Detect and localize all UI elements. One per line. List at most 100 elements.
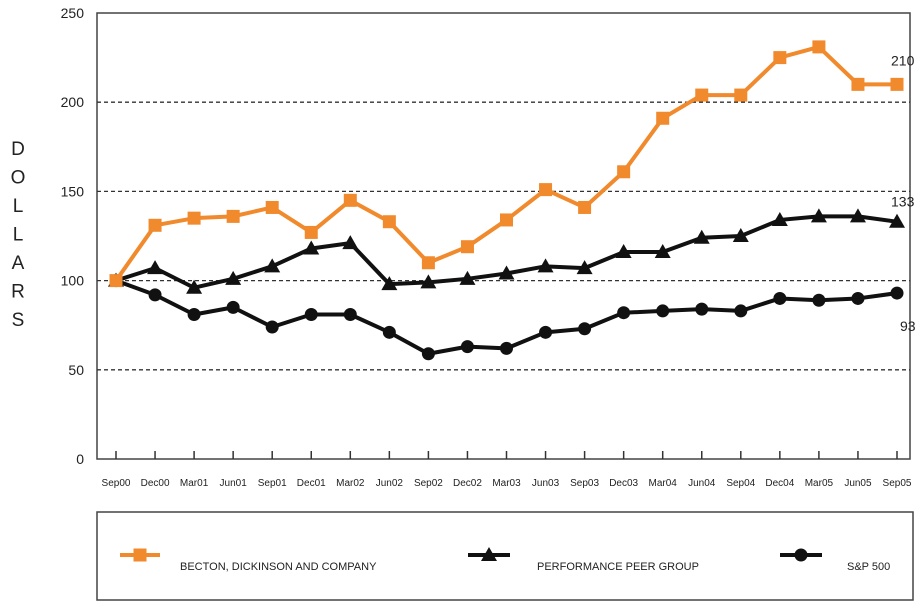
series-square (109, 40, 904, 288)
data-point-square (812, 40, 826, 54)
data-point-triangle (303, 240, 320, 255)
data-point-circle (890, 286, 904, 300)
x-tick-label: Sep02 (414, 478, 443, 489)
x-tick-label: Mar01 (180, 478, 209, 489)
data-point-circle (695, 302, 709, 316)
x-tick-label: Mar02 (336, 478, 365, 489)
data-point-triangle (810, 208, 827, 223)
plot-frame (96, 12, 911, 460)
x-tick-label: Sep00 (102, 478, 131, 489)
data-point-circle (421, 347, 435, 361)
data-point-square (304, 225, 318, 239)
data-point-circle (382, 325, 396, 339)
data-point-triangle (342, 235, 359, 250)
legend-label: PERFORMANCE PEER GROUP (537, 561, 699, 573)
data-point-square (773, 51, 787, 65)
series-circle (109, 274, 904, 361)
y-tick-label: 50 (68, 362, 84, 378)
data-point-square (148, 218, 162, 232)
data-point-square (539, 183, 553, 197)
data-point-square (265, 200, 279, 214)
data-point-circle (343, 307, 357, 321)
data-point-circle (187, 307, 201, 321)
data-point-circle (578, 322, 592, 336)
data-point-square (617, 165, 631, 179)
data-point-triangle (459, 270, 476, 285)
data-point-circle (812, 293, 826, 307)
x-tick-label: Sep04 (726, 478, 755, 489)
end-value-label: 133 (891, 194, 915, 210)
x-tick-label: Dec04 (765, 478, 794, 489)
x-tick-label: Jun03 (532, 478, 560, 489)
data-point-square (382, 215, 396, 229)
y-tick-label: 250 (61, 5, 85, 21)
data-point-circle (500, 341, 513, 355)
data-point-circle (226, 300, 240, 314)
series-line (114, 44, 897, 282)
y-tick-label: 200 (61, 94, 85, 110)
y-axis-label-letter: D (11, 139, 25, 160)
data-point-triangle (147, 260, 164, 275)
x-tick-label: Sep03 (570, 478, 599, 489)
end-value-label: 210 (891, 52, 915, 68)
data-point-triangle (576, 260, 593, 275)
data-point-circle (265, 320, 279, 334)
x-tick-label: Mar04 (649, 478, 678, 489)
x-tick-label: Dec03 (609, 478, 638, 489)
series-layer (108, 40, 905, 361)
legend: BECTON, DICKINSON AND COMPANY PERFORMANCE… (120, 547, 890, 573)
x-tick-label: Sep01 (258, 478, 287, 489)
data-point-triangle (381, 276, 398, 291)
y-axis-label-letter: L (13, 225, 24, 246)
y-axis-label-letter: A (12, 253, 25, 274)
data-point-circle (539, 325, 553, 339)
data-point-circle (851, 291, 865, 305)
y-axis-label-letter: S (12, 310, 25, 331)
data-point-circle (304, 307, 318, 321)
y-tick-label: 100 (61, 273, 85, 289)
y-axis-label-letter: O (11, 168, 26, 189)
data-point-square (187, 211, 201, 225)
data-point-square (695, 88, 709, 102)
legend-box (96, 511, 914, 601)
legend-label: BECTON, DICKINSON AND COMPANY (180, 561, 377, 573)
data-point-triangle (264, 258, 281, 273)
y-tick-label: 150 (61, 183, 85, 199)
data-point-triangle (537, 258, 554, 273)
x-tick-label: Dec00 (141, 478, 170, 489)
data-point-square (890, 77, 904, 91)
data-point-square (133, 548, 147, 562)
x-tick-label: Dec01 (297, 478, 326, 489)
gridlines (97, 101, 910, 371)
legend-label: S&P 500 (847, 561, 890, 573)
x-tick-label: Jun04 (688, 478, 716, 489)
data-point-triangle (186, 279, 203, 294)
data-point-square (851, 77, 865, 91)
x-tick-label: Mar03 (492, 478, 521, 489)
data-point-circle (794, 548, 808, 562)
x-tick-label: Dec02 (453, 478, 482, 489)
legend-item: PERFORMANCE PEER GROUP (468, 547, 699, 573)
data-point-square (343, 193, 357, 207)
data-point-circle (148, 288, 162, 302)
data-point-triangle (420, 274, 437, 289)
data-point-square (578, 200, 592, 214)
end-value-label: 93 (900, 318, 916, 334)
data-point-triangle (481, 547, 497, 561)
x-tick-label: Sep05 (883, 478, 912, 489)
data-point-triangle (498, 265, 515, 280)
x-tick-label: Jun01 (220, 478, 248, 489)
data-point-square (109, 274, 123, 288)
data-point-triangle (889, 213, 905, 228)
series-triangle (108, 208, 905, 294)
data-point-square (734, 88, 748, 102)
data-point-circle (734, 304, 748, 318)
x-tick-label: Jun02 (376, 478, 404, 489)
data-point-circle (773, 291, 787, 305)
end-labels: 210 133 93 (891, 52, 916, 334)
data-point-triangle (771, 211, 788, 226)
y-axis-label-letter: R (11, 282, 25, 303)
legend-item: BECTON, DICKINSON AND COMPANY (120, 548, 377, 573)
